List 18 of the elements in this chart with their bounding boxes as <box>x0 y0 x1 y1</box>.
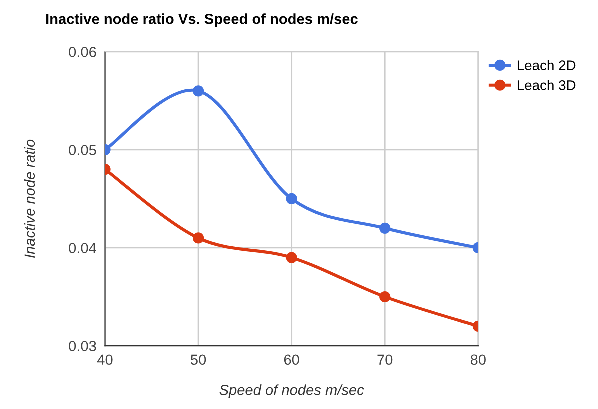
y-tick-label: 0.04 <box>69 243 96 254</box>
y-axis-title: Inactive node ratio <box>24 140 36 258</box>
point <box>192 232 204 244</box>
legend-label: Leach 3D <box>518 80 576 90</box>
x-axis-title: Speed of nodes m/sec <box>220 384 364 398</box>
point <box>192 86 204 97</box>
point <box>286 252 298 264</box>
chart-title: Inactive node ratio Vs. Speed of nodes m/sec <box>46 14 358 28</box>
y-tick-label: 0.05 <box>69 145 96 156</box>
y-tick-label: 0.06 <box>69 47 96 58</box>
x-tick-label: 80 <box>470 354 486 366</box>
x-tick-label: 70 <box>378 354 393 366</box>
point <box>286 193 298 205</box>
x-tick-label: 40 <box>97 354 113 366</box>
y-tick-label: 0.03 <box>69 341 96 352</box>
x-tick-label: 50 <box>191 354 206 366</box>
legend-label: Leach 2D <box>518 60 576 70</box>
x-tick-label: 60 <box>284 354 300 366</box>
